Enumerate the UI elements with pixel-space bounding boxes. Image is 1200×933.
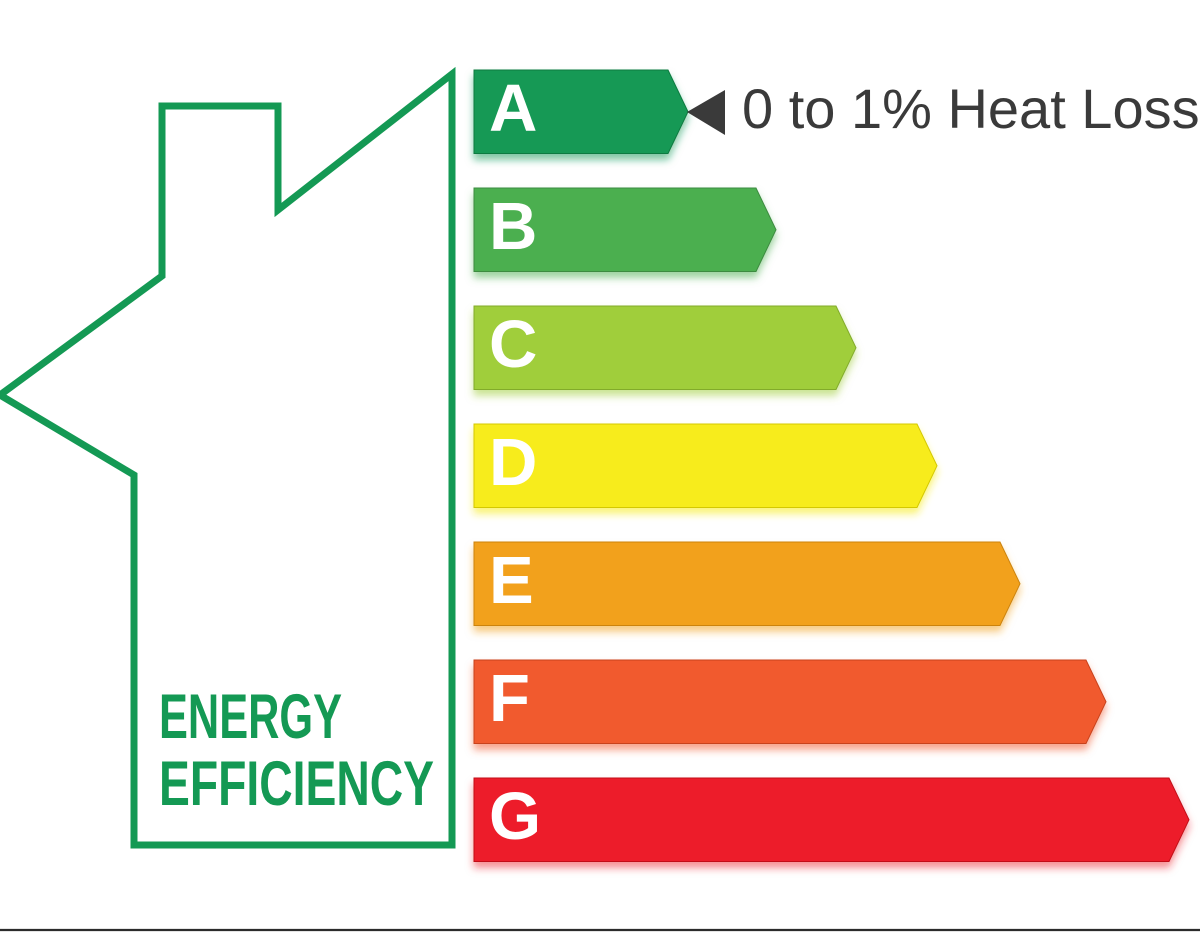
svg-text:D: D [489, 425, 537, 500]
svg-text:E: E [489, 543, 534, 618]
svg-text:G: G [489, 779, 541, 854]
svg-text:F: F [489, 661, 530, 736]
svg-text:C: C [489, 307, 537, 382]
svg-text:B: B [489, 189, 537, 264]
svg-text:A: A [489, 71, 537, 146]
svg-text:0 to 1% Heat Loss: 0 to 1% Heat Loss [742, 77, 1200, 140]
svg-text:EFFICIENCY: EFFICIENCY [159, 749, 434, 819]
svg-text:ENERGY: ENERGY [159, 682, 342, 752]
